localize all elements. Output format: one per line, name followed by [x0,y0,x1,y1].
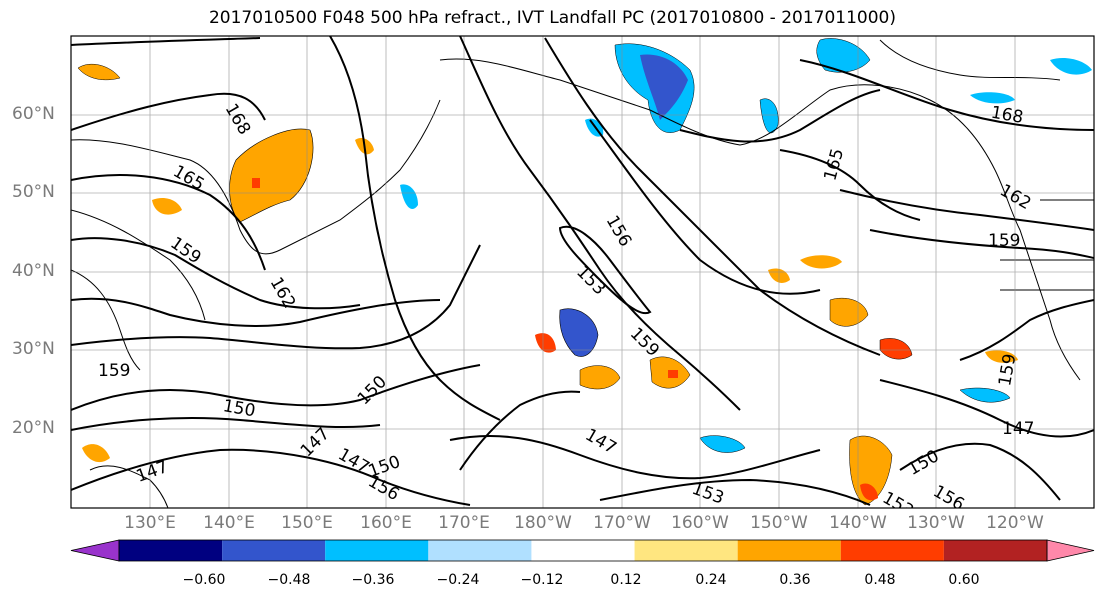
negative-anomaly-region [559,308,599,357]
colorbar-tick-label: 0.48 [864,572,896,588]
coastlines [71,39,1094,508]
positive-anomaly-region [579,365,621,390]
negative-anomaly-region [816,38,871,73]
colorbar-tick-label: −0.12 [520,572,564,588]
latitude-label: 30°N [12,339,55,359]
strong-positive-region [252,178,260,188]
map-frame [70,35,1095,509]
longitude-label: 160°E [360,513,412,533]
contour-label: 168 [989,103,1024,128]
refractivity-contours [71,36,1094,506]
positive-anomaly-region [77,63,121,81]
latitude-label: 40°N [12,261,55,281]
longitude-label: 150°W [750,513,808,533]
shaded-field [77,38,1092,506]
negative-anomaly-region [400,184,418,209]
positive-anomaly-region [800,255,842,269]
strong-positive-region [668,370,678,378]
negative-anomaly-region [959,387,1011,403]
colorbar-tick-label: −0.60 [182,572,226,588]
contour-label: 159 [995,352,1020,387]
contour-label: 156 [602,212,636,250]
longitude-label: 120°W [986,513,1044,533]
colorbar-tick-label: −0.48 [267,572,311,588]
positive-anomaly-region [152,198,182,215]
longitude-label: 170°E [438,513,490,533]
contour-label: 147 [582,425,620,459]
negative-anomaly-region [699,435,746,453]
contour-label: 168 [221,100,255,138]
contour-label: 159 [166,233,204,268]
map-title: 2017010500 F048 500 hPa refract., IVT La… [208,8,896,28]
positive-anomaly-region [535,333,556,353]
colorbar-tick-label: 0.36 [779,572,811,588]
latitude-label: 60°N [12,104,55,124]
negative-anomaly-region [970,92,1015,104]
colorbar-tick-label: −0.24 [436,572,480,588]
strong-positive-region [860,483,878,501]
positive-anomaly-region [985,350,1018,363]
contour-label: 147 [134,457,171,487]
colorbar-tick-label: 0.24 [695,572,727,588]
colorbar-tick-label: 0.60 [948,572,980,588]
contour-label: 150 [354,372,391,409]
negative-anomaly-region [1050,58,1092,75]
contour-label: 159 [98,361,130,381]
positive-anomaly-region [82,444,110,463]
contour-label: 150 [221,396,256,421]
positive-anomaly-region [879,338,913,360]
positive-anomaly-region [229,128,314,223]
strong-negative-region [640,54,688,120]
latitude-label: 20°N [12,418,55,438]
longitude-label: 180°W [514,513,572,533]
longitude-label: 170°W [593,513,651,533]
longitude-label: 130°E [124,513,176,533]
longitude-label: 140°E [203,513,255,533]
positive-anomaly-region [829,297,869,327]
longitude-label: 140°W [829,513,887,533]
longitude-label: 150°E [281,513,333,533]
colorbar-tick-label: 0.12 [610,572,642,588]
longitude-label: 160°W [671,513,729,533]
longitude-label: 130°W [907,513,965,533]
latitude-label: 50°N [12,182,55,202]
colorbar-tick-label: −0.36 [351,572,395,588]
contour-label: 147 [1002,419,1034,439]
positive-anomaly-region [849,435,893,506]
contour-label: 156 [930,482,968,516]
contour-label: 159 [626,324,663,361]
graticule [71,36,1094,508]
contour-label: 165 [820,146,848,183]
contour-label: 147 [335,445,373,479]
contour-label: 153 [689,479,726,509]
contour-label: 159 [988,231,1020,251]
negative-anomaly-region [759,98,779,134]
contour-label: 153 [572,262,609,299]
